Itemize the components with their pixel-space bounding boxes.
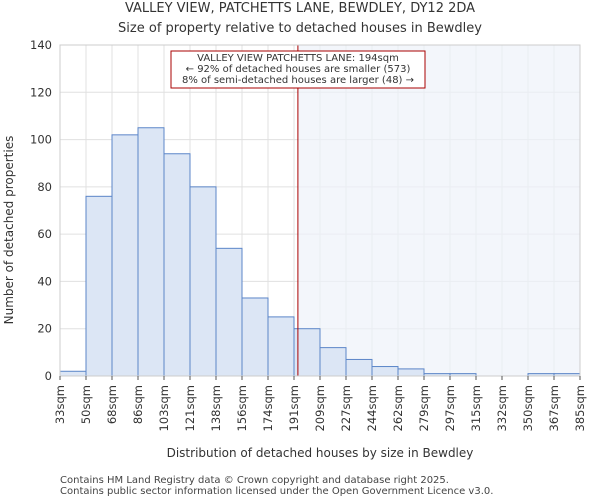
bar-138sqm bbox=[215, 247, 243, 377]
annotation-line-1: VALLEY VIEW PATCHETTS LANE: 194sqm bbox=[197, 53, 399, 64]
x-tick-label: 244sqm bbox=[365, 385, 379, 431]
x-axis-label: Distribution of detached houses by size … bbox=[167, 446, 474, 460]
bar-262sqm bbox=[397, 368, 425, 377]
y-tick-label: 40 bbox=[37, 274, 52, 288]
x-tick-label: 209sqm bbox=[313, 385, 327, 431]
annotation-frame bbox=[170, 50, 426, 89]
bar-174sqm bbox=[267, 316, 295, 377]
annotation-line-3: 8% of semi-detached houses are larger (4… bbox=[182, 75, 414, 86]
y-axis-ticks: 0 20 40 60 80 100 120 140 bbox=[30, 38, 52, 383]
x-axis-ticks: 33sqm 50sqm 68sqm 86sqm 103sqm 121sqm 138sqm 15… bbox=[53, 376, 587, 431]
x-tick-label: 385sqm bbox=[573, 385, 587, 431]
bar-227sqm bbox=[345, 358, 373, 377]
bar-121sqm bbox=[189, 186, 217, 377]
bar-86sqm bbox=[137, 127, 165, 377]
bar-156sqm bbox=[241, 297, 269, 377]
x-tick-label: 68sqm bbox=[105, 385, 119, 424]
footer-line-1: Contains HM Land Registry data © Crown c… bbox=[60, 475, 449, 486]
bar-33sqm bbox=[59, 370, 87, 377]
bars-layer bbox=[59, 127, 581, 377]
annotation-box: VALLEY VIEW PATCHETTS LANE: 194sqm ← 92%… bbox=[170, 50, 426, 89]
bar-244sqm bbox=[371, 366, 399, 377]
x-tick-label: 315sqm bbox=[469, 385, 483, 431]
x-tick-label: 191sqm bbox=[287, 385, 301, 431]
chart-subtitle: Size of property relative to detached ho… bbox=[118, 21, 482, 36]
x-tick-label: 121sqm bbox=[183, 385, 197, 431]
x-tick-label: 262sqm bbox=[391, 385, 405, 431]
bar-103sqm bbox=[163, 153, 191, 377]
bar-50sqm bbox=[85, 195, 113, 377]
x-tick-label: 50sqm bbox=[79, 385, 93, 424]
x-tick-label: 86sqm bbox=[131, 385, 145, 424]
x-tick-label: 227sqm bbox=[339, 385, 353, 431]
x-tick-label: 33sqm bbox=[53, 385, 67, 424]
y-axis-label: Number of detached properties bbox=[2, 136, 16, 325]
footer-line-2: Contains public sector information licen… bbox=[60, 486, 493, 497]
annotation-line-2: ← 92% of detached houses are smaller (57… bbox=[186, 64, 411, 75]
bar-209sqm bbox=[319, 347, 347, 377]
y-tick-label: 80 bbox=[37, 180, 52, 194]
x-tick-label: 279sqm bbox=[417, 385, 431, 431]
y-tick-label: 0 bbox=[45, 369, 52, 383]
y-tick-label: 60 bbox=[37, 227, 52, 241]
x-tick-label: 367sqm bbox=[547, 385, 561, 431]
highlight-region bbox=[297, 45, 580, 376]
y-tick-label: 140 bbox=[30, 38, 52, 52]
x-tick-label: 156sqm bbox=[235, 385, 249, 431]
x-tick-label: 332sqm bbox=[495, 385, 509, 431]
y-tick-label: 20 bbox=[37, 322, 52, 336]
y-tick-label: 100 bbox=[30, 133, 52, 147]
x-tick-label: 297sqm bbox=[443, 385, 457, 431]
x-tick-label: 174sqm bbox=[261, 385, 275, 431]
x-tick-label: 350sqm bbox=[521, 385, 535, 431]
chart-title: VALLEY VIEW, PATCHETTS LANE, BEWDLEY, DY… bbox=[125, 1, 475, 16]
bar-68sqm bbox=[111, 134, 139, 377]
x-tick-label: 138sqm bbox=[209, 385, 223, 431]
y-tick-label: 120 bbox=[30, 85, 52, 99]
x-tick-label: 103sqm bbox=[157, 385, 171, 431]
